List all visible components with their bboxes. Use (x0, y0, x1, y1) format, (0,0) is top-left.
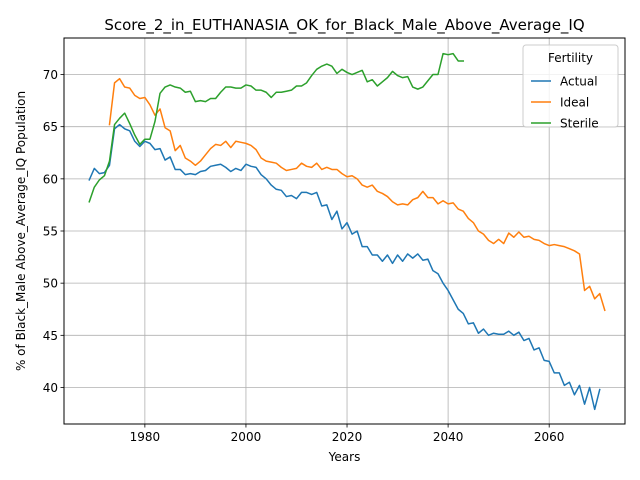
series-line-actual (88, 123, 601, 411)
y-tick-label: 50 (43, 277, 58, 291)
y-tick-label: 45 (43, 329, 58, 343)
x-axis-label: Years (328, 450, 361, 464)
legend-title: Fertility (548, 51, 593, 65)
x-tick-label: 2020 (332, 430, 363, 444)
y-tick-label: 55 (43, 225, 58, 239)
legend-item-actual: Actual (531, 75, 598, 89)
y-axis-ticks: 40 45 50 55 60 65 70 (43, 68, 64, 395)
legend-entries: Actual Ideal Sterile (531, 75, 599, 131)
y-tick-label: 40 (43, 381, 58, 395)
x-axis-ticks: 1980 2000 2020 2040 2060 (130, 424, 565, 444)
x-tick-label: 2000 (231, 430, 262, 444)
y-tick-label: 65 (43, 120, 58, 134)
series-line-sterile (88, 52, 465, 203)
x-tick-label: 2040 (433, 430, 464, 444)
legend: Fertility Actual Ideal Sterile (522, 44, 619, 131)
x-tick-label: 1980 (130, 430, 161, 444)
legend-label: Sterile (560, 117, 599, 131)
legend-item-ideal: Ideal (531, 96, 589, 110)
y-tick-label: 70 (43, 68, 58, 82)
chart-title: Score_2_in_EUTHANASIA_OK_for_Black_Male_… (104, 16, 584, 35)
legend-box (522, 44, 619, 128)
y-tick-label: 60 (43, 172, 58, 186)
y-axis-label: % of Black_Male Above_Average_IQ Populat… (14, 91, 28, 371)
legend-label: Ideal (560, 96, 589, 110)
legend-label: Actual (560, 75, 598, 89)
legend-item-sterile: Sterile (531, 117, 599, 131)
series-lines (88, 52, 606, 411)
x-tick-label: 2060 (534, 430, 565, 444)
series-line-ideal (108, 77, 606, 312)
